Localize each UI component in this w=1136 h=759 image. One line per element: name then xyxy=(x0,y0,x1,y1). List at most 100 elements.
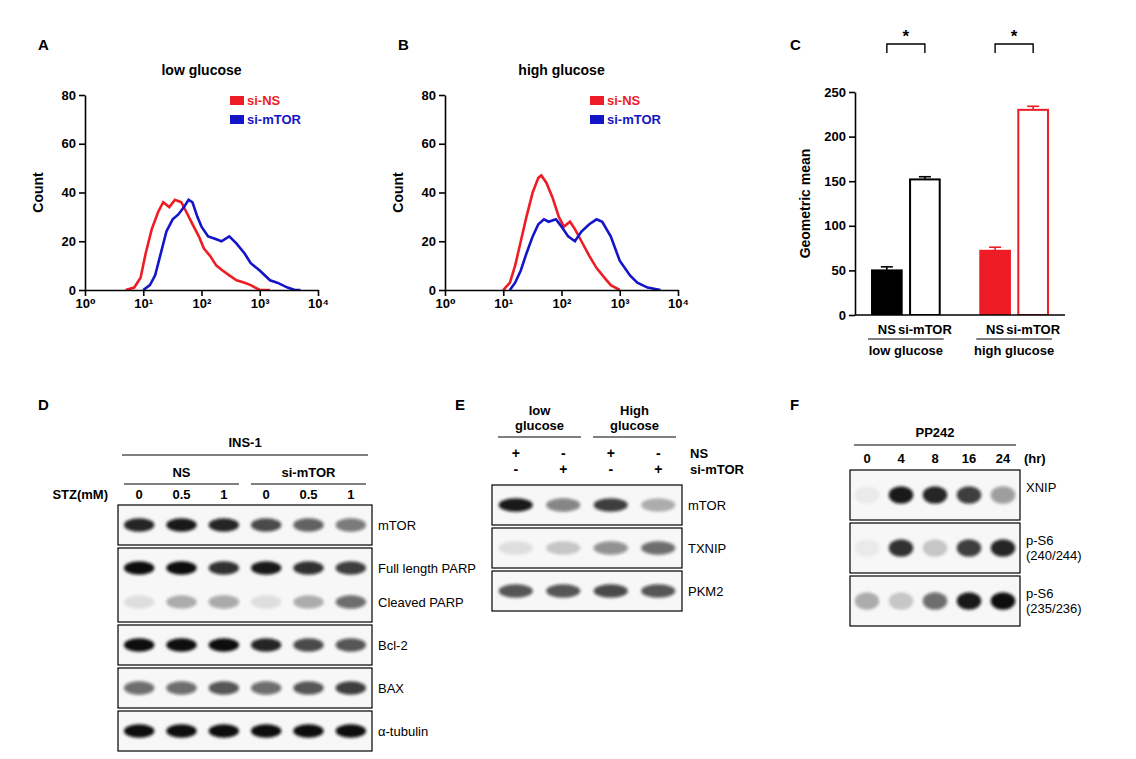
legend-label: si-mTOR xyxy=(607,112,662,127)
blot-frame xyxy=(492,571,682,611)
band-label: Bcl-2 xyxy=(378,638,408,653)
band xyxy=(546,584,580,598)
tick: 0 xyxy=(69,283,85,298)
legend-swatch xyxy=(590,96,604,105)
title: PP242 xyxy=(915,425,954,440)
band xyxy=(594,541,628,555)
title: high glucose xyxy=(518,62,605,78)
blot-frame xyxy=(492,528,682,568)
tick: 10⁰ xyxy=(435,290,455,311)
tick-mark xyxy=(79,290,85,292)
tick-mark xyxy=(143,290,145,296)
text-line: glucose xyxy=(610,418,659,433)
legend-swatch xyxy=(230,96,244,105)
error-bar xyxy=(1027,106,1039,110)
band-label: p-S6(240/244) xyxy=(1026,533,1082,563)
tick: 100 xyxy=(824,218,855,233)
band xyxy=(594,584,628,598)
tick-label: 10⁰ xyxy=(435,296,455,311)
band xyxy=(166,595,196,609)
tick: 10¹ xyxy=(134,290,153,311)
lane-label: 0 xyxy=(136,487,143,502)
text-line: (235/236) xyxy=(1026,601,1082,616)
x-axis: 10⁰10¹10²10³10⁴ xyxy=(435,290,689,311)
treatment-mark: + xyxy=(607,445,615,461)
tick-label: 10⁴ xyxy=(668,296,689,311)
band xyxy=(499,584,533,598)
text-line: High xyxy=(620,403,649,418)
tick: 40 xyxy=(62,185,85,200)
tick: 0 xyxy=(429,283,445,298)
tick-label: 10³ xyxy=(251,296,270,311)
histogram-panel: low glucose10⁰10¹10²10³10⁴020406080Count… xyxy=(30,62,329,311)
tick-mark xyxy=(439,241,445,243)
lane-label: 16 xyxy=(962,451,976,466)
band xyxy=(991,539,1015,557)
tick: 10³ xyxy=(251,290,270,311)
panel-label: B xyxy=(398,36,409,53)
band xyxy=(166,724,196,738)
band xyxy=(251,724,281,738)
histogram-line xyxy=(143,200,300,290)
band xyxy=(251,518,281,532)
error-bar xyxy=(989,247,1001,251)
panel-label: E xyxy=(455,396,465,413)
tick-mark xyxy=(619,290,621,296)
histogram-panel: high glucose10⁰10¹10²10³10⁴020406080Coun… xyxy=(390,62,689,311)
panel-label: A xyxy=(38,36,49,53)
band xyxy=(251,595,281,609)
axis-line xyxy=(855,93,857,316)
error-bar xyxy=(881,267,893,271)
tick-mark xyxy=(439,192,445,194)
tick-label: 10¹ xyxy=(494,296,513,311)
band xyxy=(991,592,1015,610)
band xyxy=(166,681,196,695)
band xyxy=(957,486,981,504)
tick-mark xyxy=(561,290,563,296)
tick: 60 xyxy=(422,136,445,151)
band xyxy=(546,498,580,512)
tick-mark xyxy=(678,290,680,296)
band xyxy=(166,638,196,652)
tick-mark xyxy=(79,192,85,194)
blot-frame xyxy=(492,485,682,525)
tick-label: 40 xyxy=(422,185,436,200)
band xyxy=(855,539,879,557)
blot-strip xyxy=(492,571,682,611)
tick: 10⁴ xyxy=(308,290,329,311)
bar-label: NS xyxy=(986,322,1004,337)
bar xyxy=(1018,110,1048,315)
panel-label: F xyxy=(790,396,799,413)
tick-label: 10² xyxy=(553,296,572,311)
y-axis: 020406080 xyxy=(62,88,86,298)
band xyxy=(209,724,239,738)
band xyxy=(923,539,947,557)
tick: 10¹ xyxy=(494,290,513,311)
band xyxy=(641,498,675,512)
tick: 50 xyxy=(832,263,855,278)
plot-area xyxy=(126,200,301,290)
group-line xyxy=(498,436,581,437)
band xyxy=(594,498,628,512)
blot-strip xyxy=(118,625,372,665)
bar xyxy=(980,251,1010,315)
tick: 0 xyxy=(839,308,855,323)
blot-strip xyxy=(492,485,682,525)
blot-strip xyxy=(850,470,1020,520)
band xyxy=(251,638,281,652)
tick: 20 xyxy=(422,234,445,249)
tick-label: 0 xyxy=(69,283,76,298)
blot-frame xyxy=(118,668,372,708)
blot-strip xyxy=(118,548,372,622)
tick-mark xyxy=(849,136,855,138)
treatment-mark: + xyxy=(559,461,567,477)
significance-label: * xyxy=(1011,27,1018,46)
band xyxy=(889,592,913,610)
band xyxy=(166,561,196,575)
band xyxy=(957,592,981,610)
group-underline xyxy=(976,338,1052,339)
band xyxy=(889,539,913,557)
group-label: si-mTOR xyxy=(282,465,337,480)
bar-panel: NSNSsi-mTORsi-mTORlow glucosehigh glucos… xyxy=(797,27,1065,358)
treatment-mark: - xyxy=(513,461,518,477)
